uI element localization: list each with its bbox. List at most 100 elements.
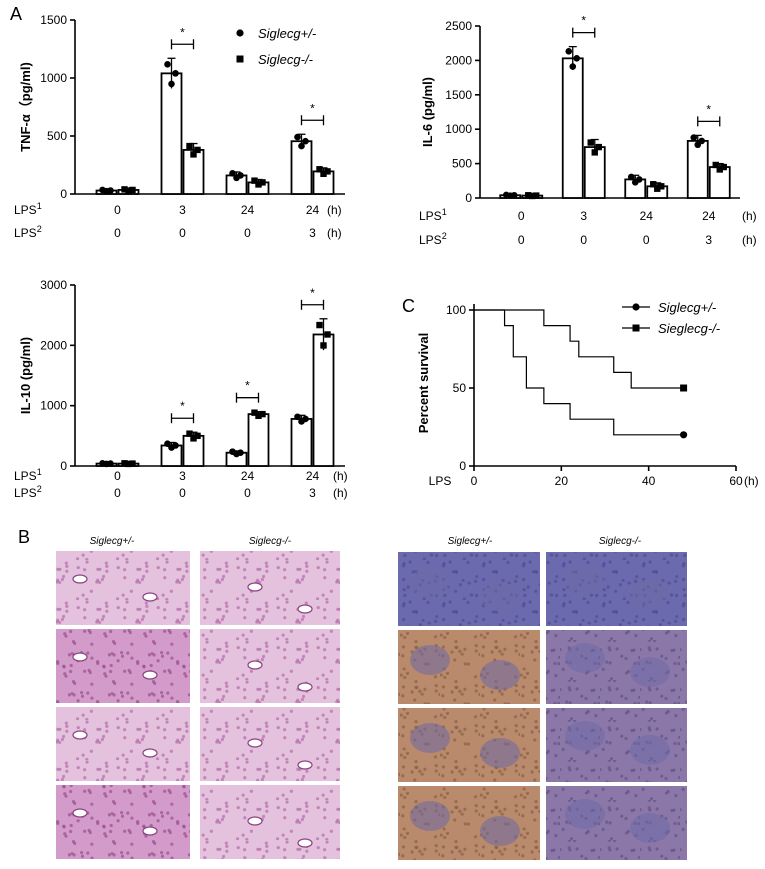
he-image-het (56, 629, 190, 703)
legend-marker (632, 303, 640, 311)
bar (561, 57, 584, 199)
data-point (324, 331, 331, 338)
y-tick-label: 50 (453, 381, 467, 395)
data-point (298, 142, 305, 150)
follicle (480, 660, 520, 690)
vessel (247, 660, 263, 670)
legend-label: Sieglecg-/- (658, 321, 721, 336)
data-point (294, 413, 301, 421)
lps1-value: 24 (241, 469, 255, 483)
lps2-unit: (h) (742, 233, 757, 247)
vessel (142, 592, 158, 602)
vessel (142, 826, 158, 836)
y-axis-label: Percent survival (416, 333, 431, 433)
lps1-value: 3 (179, 203, 186, 217)
data-point (569, 63, 577, 70)
significance-star: * (180, 25, 185, 39)
data-point (186, 430, 193, 437)
lps2-unit: (h) (333, 486, 348, 500)
ihc-title-het: Siglecg+/- (448, 536, 493, 547)
follicle (410, 645, 450, 675)
data-point (690, 134, 698, 141)
bar (312, 333, 335, 467)
significance-star: * (706, 102, 711, 116)
data-point (302, 137, 309, 145)
data-point (103, 187, 110, 195)
y-tick-label: 0 (459, 459, 466, 473)
data-point (121, 460, 128, 467)
data-point (716, 166, 723, 173)
y-axis-label: IL-6 (pg/ml) (420, 77, 435, 147)
data-point (658, 183, 665, 190)
vessel (247, 738, 263, 748)
bar (686, 139, 709, 199)
x-tick-label: 40 (642, 474, 656, 488)
data-point (294, 133, 301, 141)
legend-label: Siglecg-/- (258, 52, 314, 67)
vessel (247, 816, 263, 826)
lps2-row-label: LPS2 (419, 231, 447, 247)
legend-marker (236, 29, 244, 37)
significance-star: * (581, 14, 586, 28)
x-axis-unit: (h) (744, 474, 759, 488)
vessel (72, 808, 88, 818)
lps1-row-label: LPS1 (419, 207, 447, 223)
data-point (320, 342, 327, 349)
data-point (525, 192, 532, 199)
follicle (565, 565, 605, 595)
lps1-row-label: LPS1 (14, 467, 42, 483)
lps1-value: 0 (114, 469, 121, 483)
data-point (233, 450, 240, 458)
y-tick-label: 0 (60, 459, 67, 473)
data-point (720, 163, 727, 171)
y-tick-label: 1000 (40, 71, 67, 85)
data-point (194, 146, 201, 154)
data-point (259, 179, 266, 186)
significance-star: * (310, 286, 315, 300)
vessel (297, 604, 313, 614)
x-tick-label: 60 (729, 474, 743, 488)
vessel (297, 682, 313, 692)
legend-marker (632, 324, 640, 332)
histology-panel: Siglecg+/- Siglecg-/- Siglecg+/- Siglecg-/- (56, 536, 687, 860)
x-axis-label: LPS (429, 474, 452, 488)
lps1-value: 24 (702, 209, 716, 223)
y-tick-label: 500 (47, 129, 67, 143)
lps1-value: 3 (179, 469, 186, 483)
follicle (410, 723, 450, 753)
data-point (172, 70, 179, 77)
follicle (480, 582, 520, 612)
data-point (121, 186, 128, 193)
il6-bar-chart: 0 500 1000 1500 2000 2500 IL-6 (pg/ml) 0 0 * 3 0 24 0… (419, 14, 757, 247)
lps2-row-label: LPS2 (14, 224, 42, 240)
vessel (72, 652, 88, 662)
data-point (186, 142, 193, 150)
data-point (190, 435, 197, 442)
legend-marker (236, 55, 244, 63)
legend-label: Siglecg+/- (258, 26, 317, 41)
data-point (712, 161, 719, 169)
significance-star: * (310, 101, 315, 115)
lps1-value: 0 (114, 203, 121, 217)
he-title-ko: Siglecg-/- (249, 536, 292, 547)
follicle (630, 657, 670, 687)
x-tick-label: 0 (471, 474, 478, 488)
lps1-value: 0 (518, 209, 525, 223)
vessel (142, 670, 158, 680)
y-tick-label: 2000 (40, 338, 67, 352)
y-axis-label: TNF-α（pg/ml) (18, 62, 33, 152)
tnf-alpha-bar-chart: 0 500 1000 1500 TNF-α（pg/ml) 0 0 * 3 0 24 0 * 24 3 LPS1… (14, 13, 345, 240)
data-point (255, 181, 262, 188)
data-point (251, 409, 258, 416)
follicle (480, 738, 520, 768)
data-point (233, 174, 240, 182)
data-point (251, 177, 258, 184)
data-point (125, 187, 132, 194)
he-image-ko (200, 551, 340, 625)
follicle (480, 816, 520, 846)
data-point (573, 55, 581, 62)
y-tick-label: 100 (446, 303, 466, 317)
data-point (129, 460, 136, 467)
data-point (627, 173, 635, 181)
lps2-value: 0 (244, 226, 251, 240)
